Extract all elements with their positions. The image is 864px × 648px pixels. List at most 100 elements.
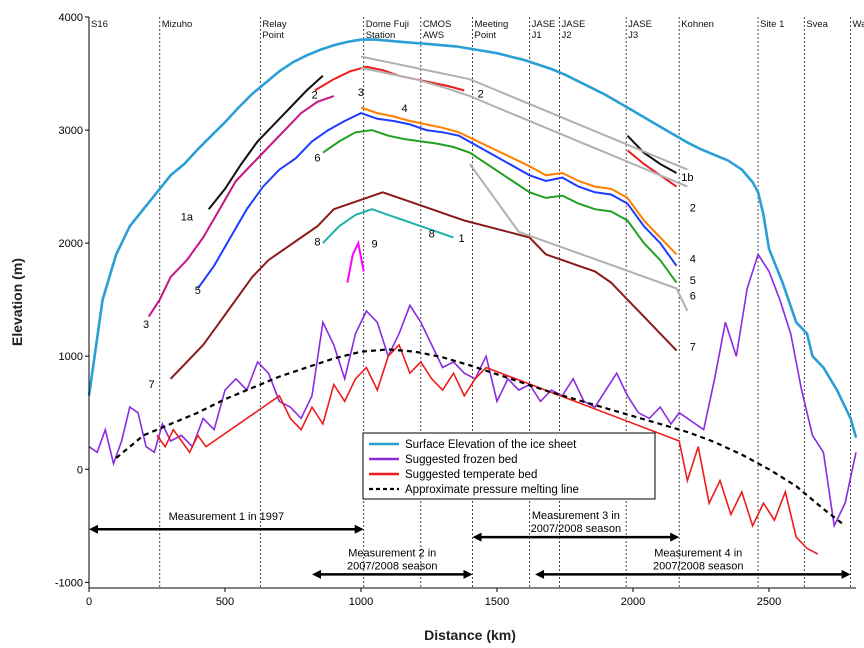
- legend-label: Surface Elevation of the ice sheet: [405, 439, 577, 451]
- surface-elevation-line: [87, 38, 858, 438]
- layer-label: 5: [690, 275, 696, 287]
- y-tick-label: -1000: [55, 577, 83, 589]
- layer-label: 1b: [681, 172, 693, 184]
- temperate-bed-line: [156, 343, 819, 555]
- internal-layer-line: [196, 112, 678, 289]
- layer-label: 1a: [181, 212, 194, 224]
- measurement-arrowhead-right: [463, 569, 473, 579]
- x-tick-label: 2500: [757, 596, 781, 608]
- layer-label: 3: [358, 87, 364, 99]
- layer-label: 7: [148, 379, 154, 391]
- station-label: Dome Fuji: [366, 19, 409, 30]
- internal-layer-line: [360, 106, 678, 256]
- measurement-arrowhead-left: [472, 532, 482, 542]
- pressure-melting-line: [115, 348, 846, 527]
- measurement-label: Measurement 3 in: [532, 510, 620, 522]
- x-tick-label: 500: [216, 596, 234, 608]
- layer-label: 1: [459, 233, 465, 245]
- layer-label: 3: [143, 319, 149, 331]
- y-tick-label: 4000: [59, 12, 83, 24]
- internal-layer-line: [360, 66, 688, 188]
- x-axis-label: Distance (km): [424, 627, 516, 643]
- y-axis-label: Elevation (m): [9, 258, 25, 346]
- station-label: J3: [628, 30, 638, 41]
- internal-layer-line: [360, 55, 688, 171]
- measurement-arrowhead-right: [354, 524, 364, 534]
- station-label: Mizuho: [162, 19, 193, 30]
- station-label: Kohnen: [681, 19, 714, 30]
- x-tick-label: 1000: [349, 596, 373, 608]
- measurement-label: Measurement 4 in: [654, 547, 742, 559]
- measurement-label: 2007/2008 season: [347, 560, 438, 572]
- internal-layer-line: [346, 239, 365, 283]
- station-label: JASE: [628, 19, 652, 30]
- internal-layers: 1a 1b 2 2 2 3 3 4 4 5 5 6 6 7 7 8 9 8 1: [143, 55, 696, 391]
- station-label: Site 1: [760, 19, 784, 30]
- layer-label: 8: [429, 228, 435, 240]
- layer-label: 2: [690, 202, 696, 214]
- pressure-melting-line-path: [115, 348, 846, 527]
- station-label: Relay: [262, 19, 287, 30]
- measurement-label: Measurement 1 in 1997: [169, 511, 285, 523]
- layer-label: 5: [195, 285, 201, 297]
- bed-lines: [88, 252, 857, 555]
- internal-layer-line: [626, 149, 678, 188]
- y-tick-label: 3000: [59, 125, 83, 137]
- measurement-arrowhead-left: [535, 569, 545, 579]
- y-tick-label: 1000: [59, 351, 83, 363]
- surface-line: [87, 38, 858, 438]
- x-tick-label: 0: [86, 596, 92, 608]
- layer-label: 6: [690, 291, 696, 303]
- layer-label: 6: [314, 153, 320, 165]
- measurement-arrowhead-left: [312, 569, 322, 579]
- legend: Surface Elevation of the ice sheet Sugges…: [362, 432, 656, 500]
- station-label: J2: [562, 30, 572, 41]
- legend-box: [362, 432, 656, 500]
- station-label: Station: [366, 30, 396, 41]
- legend-label: Suggested frozen bed: [405, 454, 518, 466]
- layer-label: 4: [401, 103, 407, 115]
- internal-layer-line: [626, 135, 677, 174]
- internal-layer-line: [207, 75, 324, 210]
- measurement-label: 2007/2008 season: [653, 560, 744, 572]
- station-label: Wasa: [853, 19, 864, 30]
- station-label: Point: [475, 30, 497, 41]
- station-label: J1: [532, 30, 542, 41]
- measurement-label: 2007/2008 season: [531, 523, 622, 535]
- measurement-label: Measurement 2 in: [348, 547, 436, 559]
- layer-label: 8: [314, 236, 320, 248]
- layer-label: 7: [690, 342, 696, 354]
- internal-layer-line: [322, 208, 454, 244]
- legend-label: Approximate pressure melting line: [405, 484, 579, 496]
- station-label: Meeting: [475, 19, 509, 30]
- layer-label: 9: [372, 239, 378, 251]
- layer-label: 4: [690, 253, 696, 265]
- station-label: Point: [262, 30, 284, 41]
- station-label: AWS: [423, 30, 444, 41]
- internal-layer-line: [147, 95, 335, 318]
- y-tick-label: 0: [77, 464, 83, 476]
- internal-layer-line: [468, 163, 689, 312]
- station-label: CMOS: [423, 19, 452, 30]
- internal-layer-line: [314, 65, 465, 92]
- y-tick-label: 2000: [59, 238, 83, 250]
- station-label: S16: [91, 19, 108, 30]
- station-label: JASE: [562, 19, 586, 30]
- x-tick-label: 2000: [621, 596, 645, 608]
- internal-layer-line: [169, 191, 678, 380]
- measurement-arrowhead-right: [841, 569, 851, 579]
- legend-label: Suggested temperate bed: [405, 469, 537, 481]
- station-label: Svea: [806, 19, 828, 30]
- layer-label: 2: [312, 89, 318, 101]
- layer-label: 2: [478, 88, 484, 100]
- measurement-arrowhead-right: [670, 532, 680, 542]
- station-label: JASE: [532, 19, 556, 30]
- internal-layer-line: [322, 129, 678, 284]
- measurement-arrowhead-left: [89, 524, 98, 534]
- x-tick-label: 1500: [485, 596, 509, 608]
